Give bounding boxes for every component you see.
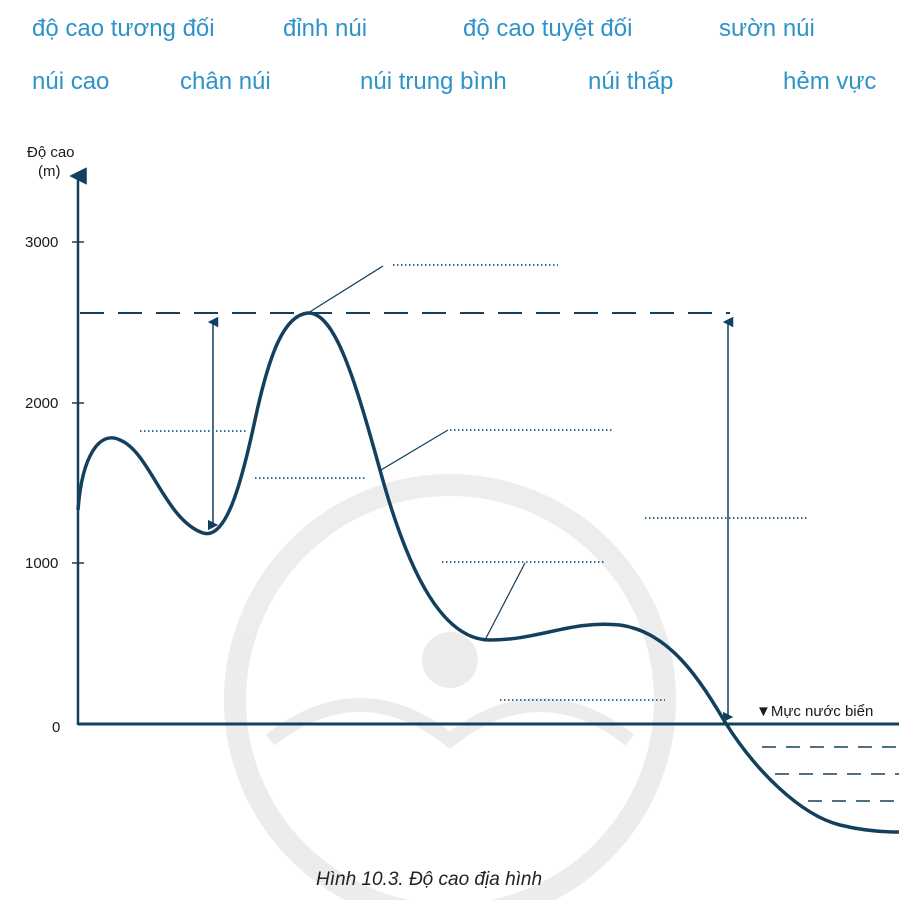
summit-leader-line [307,265,384,314]
watermark-logo [224,474,676,900]
word-low-mountain: núi thấp [588,68,674,95]
word-medium-mountain: núi trung bình [360,68,507,95]
figure-caption: Hình 10.3. Độ cao địa hình [316,869,542,890]
terrain-profile [76,311,899,834]
word-high-mountain: núi cao [32,68,110,95]
slope-leader-line [380,429,449,471]
word-absolute-height: độ cao tuyệt đối [463,15,633,42]
tick-label-0: 0 [52,719,60,736]
word-mountain-foot: chân núi [180,68,271,95]
tick-label-1000: 1000 [25,555,58,572]
tick-label-3000: 3000 [25,234,58,251]
y-axis-label: Độ cao [27,144,75,161]
word-canyon: hẻm vực [783,68,877,95]
answer-blanks [140,264,808,701]
word-slope: sườn núi [719,15,815,42]
sea-level-label: ▼Mực nước biển [756,703,873,720]
tick-label-2000: 2000 [25,395,58,412]
foot-leader-line [484,562,526,641]
y-axis-unit: (m) [38,163,61,180]
word-summit: đỉnh núi [283,15,368,42]
word-relative-height: độ cao tương đối [32,15,215,42]
water-dashes [762,746,899,802]
